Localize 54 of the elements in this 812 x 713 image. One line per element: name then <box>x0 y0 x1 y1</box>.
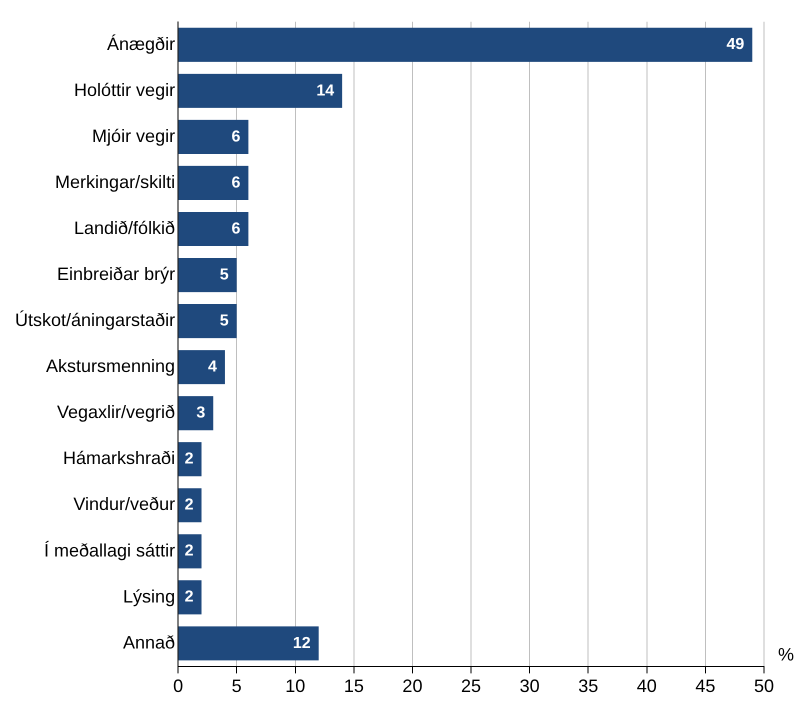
x-tick-label: 30 <box>520 676 540 696</box>
y-tick-label: Merkingar/skilti <box>55 172 176 192</box>
data-label: 14 <box>316 82 334 100</box>
data-label: 5 <box>220 266 229 284</box>
x-tick-label: 25 <box>461 676 482 696</box>
bar <box>178 580 202 614</box>
data-label: 6 <box>231 174 240 192</box>
x-axis-title: % <box>778 644 794 664</box>
y-tick-label: Lýsing <box>123 586 176 606</box>
data-label: 5 <box>220 312 229 330</box>
data-label: 2 <box>184 496 194 514</box>
x-tick-label: 20 <box>402 676 422 696</box>
x-tick-label: 40 <box>636 676 657 696</box>
data-label: 6 <box>231 220 240 238</box>
y-tick-label: Akstursmenning <box>46 356 176 376</box>
bar <box>178 488 202 522</box>
data-label: 2 <box>184 542 194 560</box>
bar <box>178 212 248 246</box>
x-tick-label: 10 <box>285 676 306 696</box>
bar <box>178 396 214 430</box>
y-tick-label: Vegaxlir/vegrið <box>56 402 176 422</box>
y-tick-label: Annað <box>123 632 176 652</box>
x-tick-label: 5 <box>232 676 242 696</box>
data-label: 6 <box>231 128 240 146</box>
bar <box>178 534 202 568</box>
bar <box>178 442 202 476</box>
x-tick-label: 35 <box>578 676 598 696</box>
y-tick-label: Landið/fólkið <box>74 218 176 238</box>
data-label: 3 <box>196 404 206 422</box>
data-label: 49 <box>726 36 744 54</box>
bar <box>178 166 248 200</box>
bar <box>178 258 237 292</box>
data-label: 4 <box>208 358 218 376</box>
y-tick-label: Hámarkshraði <box>63 448 176 468</box>
bar <box>178 626 319 660</box>
data-label: 2 <box>184 450 194 468</box>
y-tick-label: Holóttir vegir <box>74 80 176 100</box>
y-tick-label: Vindur/veður <box>73 494 176 514</box>
y-tick-label: Ánægðir <box>107 34 176 54</box>
bar <box>178 350 225 384</box>
bar <box>178 120 248 154</box>
bar <box>178 28 752 62</box>
data-label: 12 <box>292 634 311 652</box>
y-tick-label: Einbreiðar brýr <box>57 264 176 284</box>
x-tick-label: 50 <box>754 676 774 696</box>
x-tick-label: 45 <box>695 676 716 696</box>
y-tick-label: Í meðallagi sáttir <box>44 540 176 560</box>
x-tick-label: 15 <box>344 676 364 696</box>
bar <box>178 74 342 108</box>
bar <box>178 304 237 338</box>
y-tick-label: Útskot/áningarstaðir <box>14 310 176 330</box>
y-tick-label: Mjóir vegir <box>92 126 176 146</box>
data-label: 2 <box>184 588 194 606</box>
x-tick-label: 0 <box>173 676 184 696</box>
